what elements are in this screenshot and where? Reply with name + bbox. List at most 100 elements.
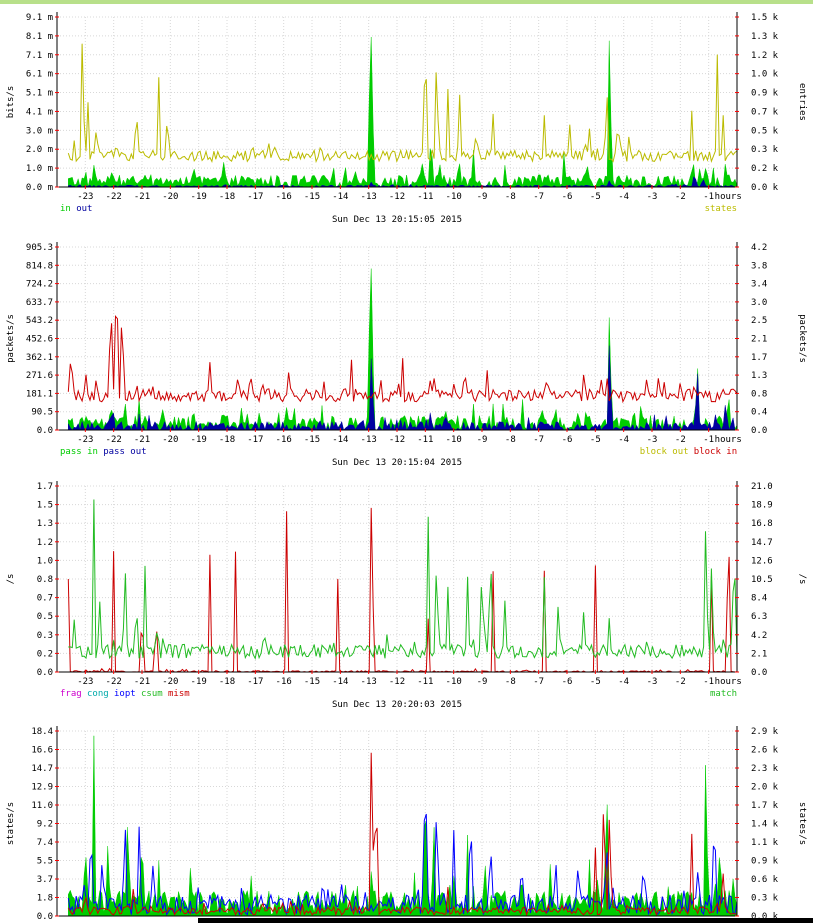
series-out (68, 175, 738, 188)
y-tick-label: 1.3 (37, 519, 53, 529)
y-axis-label: states/s (6, 802, 16, 845)
y-axis-label: packets/s (6, 314, 16, 363)
x-tick-label: -2 (675, 677, 686, 687)
y-tick-label: 7.4 (37, 838, 53, 848)
x-tick-label: -8 (505, 677, 516, 687)
y2-tick-label: 2.5 (751, 316, 767, 326)
y2-tick-label: 2.6 k (751, 746, 779, 756)
x-tick-label: -14 (332, 677, 348, 687)
y2-tick-label: 0.9 k (751, 857, 779, 867)
x-tick-label: -16 (276, 192, 292, 202)
x-tick-label: -22 (106, 677, 122, 687)
x-unit-label: hours (715, 677, 742, 687)
y2-tick-label: 0.7 k (751, 107, 779, 117)
y2-tick-label: 3.4 (751, 280, 767, 290)
legend-cong: cong (87, 689, 109, 699)
y-tick-label: 1.8 (37, 894, 53, 904)
x-tick-label: -23 (77, 192, 93, 202)
legend-in: in (60, 204, 71, 214)
x-tick-label: -5 (590, 435, 601, 445)
x-tick-label: -10 (446, 677, 462, 687)
chart-errors: 1.7 1.5 1.3 1.2 1.0 0.8 0.7 0.5 0.3 0.2 0.0 21.0 18.… (6, 481, 807, 710)
x-tick-label: -3 (647, 435, 658, 445)
y-tick-label: 0.7 (37, 594, 53, 604)
x-tick-label: -23 (77, 435, 93, 445)
y-tick-label: 452.6 (26, 335, 53, 345)
x-tick-label: -17 (247, 192, 263, 202)
y2-tick-label: 1.7 (751, 353, 767, 363)
y-tick-label: 3.7 (37, 875, 53, 885)
y-tick-label: 1.5 (37, 501, 53, 511)
y2-tick-label: 0.4 (751, 408, 767, 418)
y2-axis-label: packets/s (797, 314, 807, 363)
y-tick-label: 9.2 (37, 820, 53, 830)
y-tick-label: 271.6 (26, 371, 53, 381)
x-tick-label: -13 (361, 435, 377, 445)
y-tick-label: 724.2 (26, 280, 53, 290)
y2-tick-label: 1.2 k (751, 51, 779, 61)
chart-date: Sun Dec 13 20:15:05 2015 (332, 215, 462, 225)
y2-tick-label: 0.3 k (751, 145, 779, 155)
legend-frag: frag (60, 689, 82, 699)
y2-tick-label: 2.1 (751, 335, 767, 345)
y2-tick-label: 1.0 k (751, 70, 779, 80)
x-tick-label: -11 (417, 677, 433, 687)
chart-states: 18.4 16.6 14.7 12.9 11.0 9.2 7.4 5.5 3.7 1.8 0.0 2.… (6, 726, 807, 922)
x-tick-label: -1 (703, 677, 714, 687)
x-unit-label: hours (715, 435, 742, 445)
legend-pass-out: pass out (103, 447, 146, 457)
x-tick-label: -7 (533, 677, 544, 687)
series-block-in (67, 315, 738, 404)
y-tick-label: 1.0 m (26, 164, 53, 174)
x-tick-label: -18 (219, 192, 235, 202)
window-top-bar (0, 0, 813, 4)
x-tick-label: -9 (477, 677, 488, 687)
y-tick-label: 5.5 (37, 857, 53, 867)
y-tick-label: 5.1 m (26, 89, 53, 99)
x-tick-label: -18 (219, 677, 235, 687)
x-tick-label: -6 (562, 677, 573, 687)
x-tick-label: -12 (389, 677, 405, 687)
legend-pass-in: pass in (60, 447, 98, 457)
x-tick-label: -18 (219, 435, 235, 445)
x-tick-label: -4 (618, 435, 629, 445)
series-match (68, 499, 738, 660)
y-tick-label: 3.0 m (26, 126, 53, 136)
chart-date: Sun Dec 13 20:15:04 2015 (332, 458, 462, 468)
y-tick-label: 0.0 (37, 668, 53, 678)
y-tick-label: 543.2 (26, 316, 53, 326)
y-tick-label: 181.1 (26, 389, 53, 399)
y-axis-label: /s (6, 574, 16, 585)
x-tick-label: -20 (162, 192, 178, 202)
x-tick-label: -12 (389, 435, 405, 445)
y2-tick-label: 2.1 (751, 649, 767, 659)
x-tick-label: -8 (505, 192, 516, 202)
y2-tick-label: 1.1 k (751, 838, 779, 848)
x-tick-label: -19 (191, 435, 207, 445)
y2-tick-label: 1.3 k (751, 32, 779, 42)
x-tick-label: -15 (304, 192, 320, 202)
x-tick-label: -1 (703, 435, 714, 445)
y2-axis-label: states/s (797, 802, 807, 845)
x-tick-label: -21 (134, 677, 150, 687)
y2-tick-label: 1.3 (751, 371, 767, 381)
y2-tick-label: 0.5 k (751, 126, 779, 136)
y-tick-label: 633.7 (26, 298, 53, 308)
y-tick-label: 0.2 (37, 649, 53, 659)
x-tick-label: -2 (675, 192, 686, 202)
x-tick-label: -16 (276, 435, 292, 445)
chart-traffic: 9.1 m 8.1 m 7.1 m 6.1 m 5.1 m 4.1 m 3.0 m 2.0 m… (6, 12, 807, 225)
x-tick-label: -17 (247, 677, 263, 687)
y2-tick-label: 4.2 (751, 631, 767, 641)
x-tick-label: -4 (618, 677, 629, 687)
y2-tick-label: 4.2 (751, 243, 767, 253)
x-tick-label: -22 (106, 435, 122, 445)
y-tick-label: 9.1 m (26, 13, 53, 23)
legend-out: out (76, 204, 92, 214)
x-tick-label: -9 (477, 192, 488, 202)
y-tick-label: 1.2 (37, 538, 53, 548)
y2-tick-label: 0.6 k (751, 875, 779, 885)
legend-block-out: block out (640, 447, 689, 457)
series-pass-in (68, 268, 738, 431)
